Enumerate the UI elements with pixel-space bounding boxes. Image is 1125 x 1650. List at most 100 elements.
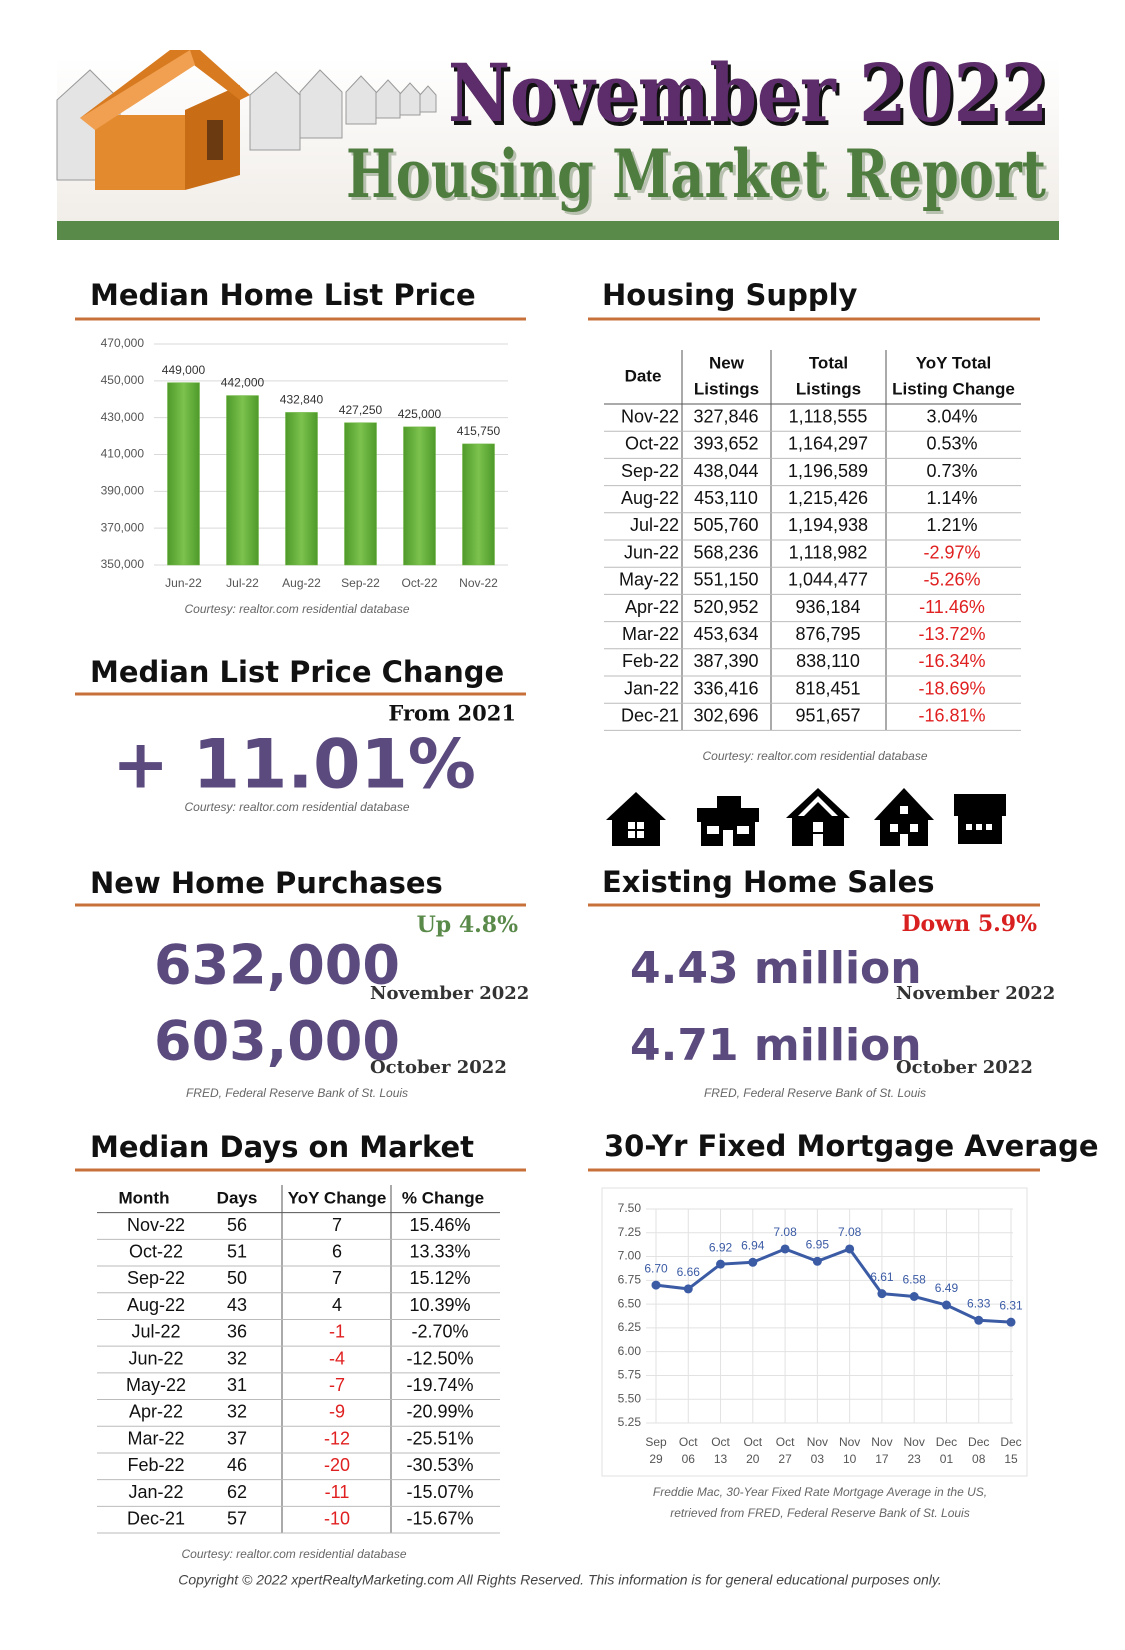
header: November 2022 November 2022 Housing Mark… [56, 46, 1059, 240]
y-tick-label: 5.50 [618, 1391, 642, 1405]
table-cell: Sep-22 [127, 1268, 185, 1288]
x-tick-label: Oct 06 [679, 1435, 698, 1466]
table-cell: Nov-22 [621, 406, 679, 426]
table-cell: 505,760 [693, 515, 758, 535]
data-label: 6.61 [870, 1270, 894, 1284]
table-cell: -15.67% [406, 1508, 473, 1528]
table-header: Total [809, 353, 848, 372]
data-label: 432,840 [280, 393, 324, 407]
source-note: Courtesy: realtor.com residential databa… [185, 800, 410, 814]
data-label: 6.66 [677, 1265, 701, 1279]
table-cell: -20.99% [406, 1402, 473, 1422]
bar [167, 382, 200, 566]
table-cell: 818,451 [795, 678, 860, 698]
section-title: Housing Supply [602, 278, 858, 312]
table-cell: 15.46% [409, 1215, 470, 1235]
table-cell: Dec-21 [127, 1508, 185, 1528]
table-cell: 37 [227, 1428, 247, 1448]
subtitle-shadow: Housing Market Report [349, 138, 1049, 216]
header-bar [57, 221, 1059, 240]
table-cell: 1,118,555 [789, 406, 868, 426]
table-cell: Oct-22 [129, 1241, 183, 1261]
table-cell: -2.70% [411, 1322, 468, 1342]
table-cell: -16.34% [918, 651, 985, 671]
footer: Copyright © 2022 xpertRealtyMarketing.co… [178, 1572, 942, 1588]
price-change-value: + 11.01% [112, 726, 476, 805]
data-label: 7.08 [773, 1225, 797, 1239]
data-label: 6.70 [644, 1261, 668, 1275]
bar [462, 443, 495, 566]
table-cell: 453,634 [693, 624, 758, 644]
table-cell: 0.73% [926, 461, 977, 481]
x-tick-label: Oct 20 [743, 1435, 762, 1466]
source-note: FRED, Federal Reserve Bank of St. Louis [186, 1086, 408, 1100]
point [812, 1256, 822, 1266]
table-cell: 551,150 [693, 570, 758, 590]
table-cell: 32 [227, 1348, 247, 1368]
title-shadow: November 2022 [451, 50, 1051, 144]
table-header: YoY Change [288, 1188, 387, 1207]
table-cell: 838,110 [796, 651, 860, 671]
table-cell: 520,952 [693, 597, 758, 617]
table-cell: 336,416 [693, 678, 758, 698]
point [683, 1284, 693, 1294]
y-tick-label: 350,000 [101, 557, 145, 571]
table-cell: May-22 [126, 1375, 186, 1395]
table-cell: Apr-22 [129, 1402, 183, 1422]
x-tick-label: Sep-22 [341, 576, 380, 590]
table-cell: 387,390 [693, 651, 758, 671]
table-cell: 327,846 [693, 406, 758, 426]
table-cell: 1,196,589 [788, 461, 868, 481]
y-tick-label: 370,000 [101, 520, 145, 534]
table-cell: Mar-22 [127, 1428, 184, 1448]
table-cell: 936,184 [795, 597, 860, 617]
table-cell: 1.21% [926, 515, 977, 535]
table-cell: 393,652 [693, 434, 758, 454]
x-tick-label: Nov 17 [871, 1435, 892, 1466]
source-note: Courtesy: realtor.com residential databa… [185, 602, 410, 616]
table-cell: 453,110 [694, 488, 758, 508]
table-cell: -18.69% [918, 678, 985, 698]
table-cell: Jun-22 [624, 542, 679, 562]
table-cell: 10.39% [409, 1295, 470, 1315]
table-cell: Feb-22 [127, 1455, 184, 1475]
point [748, 1257, 758, 1267]
section-title: Median Home List Price [90, 278, 476, 312]
big-figure: 4.43 million [630, 943, 922, 994]
table-cell: 50 [227, 1268, 247, 1288]
point [1006, 1317, 1016, 1327]
y-tick-label: 450,000 [101, 373, 145, 387]
big-figure: 4.71 million [630, 1020, 922, 1071]
table-cell: 43 [227, 1295, 247, 1315]
bar [403, 426, 436, 566]
x-tick-label: Nov-22 [459, 576, 498, 590]
house-icons [606, 788, 1006, 846]
big-figure: 603,000 [154, 1010, 400, 1073]
point [845, 1244, 855, 1254]
data-label: 425,000 [398, 407, 442, 421]
table-cell: Jul-22 [630, 515, 679, 535]
x-tick-label: Oct 27 [776, 1435, 795, 1466]
data-label: 415,750 [457, 424, 501, 438]
table-cell: -9 [329, 1402, 345, 1422]
table-cell: 13.33% [409, 1241, 470, 1261]
orange-house [80, 50, 250, 190]
table-cell: Apr-22 [625, 597, 679, 617]
y-tick-label: 7.25 [618, 1225, 642, 1239]
table-cell: Mar-22 [622, 624, 679, 644]
x-tick-label: Sep 29 [645, 1435, 667, 1466]
x-tick-label: Jun-22 [165, 576, 202, 590]
data-label: 6.92 [709, 1240, 733, 1254]
table-cell: 0.53% [926, 434, 977, 454]
y-tick-label: 5.25 [618, 1415, 642, 1429]
table-cell: 876,795 [795, 624, 860, 644]
table-cell: Sep-22 [621, 461, 679, 481]
section-title: Median Days on Market [90, 1130, 474, 1164]
table-cell: 7 [332, 1215, 342, 1235]
point [909, 1292, 919, 1302]
table-header: % Change [402, 1188, 484, 1207]
y-tick-label: 7.00 [618, 1249, 642, 1263]
x-tick-label: Nov 23 [904, 1435, 925, 1466]
table-cell: 951,657 [795, 706, 860, 726]
